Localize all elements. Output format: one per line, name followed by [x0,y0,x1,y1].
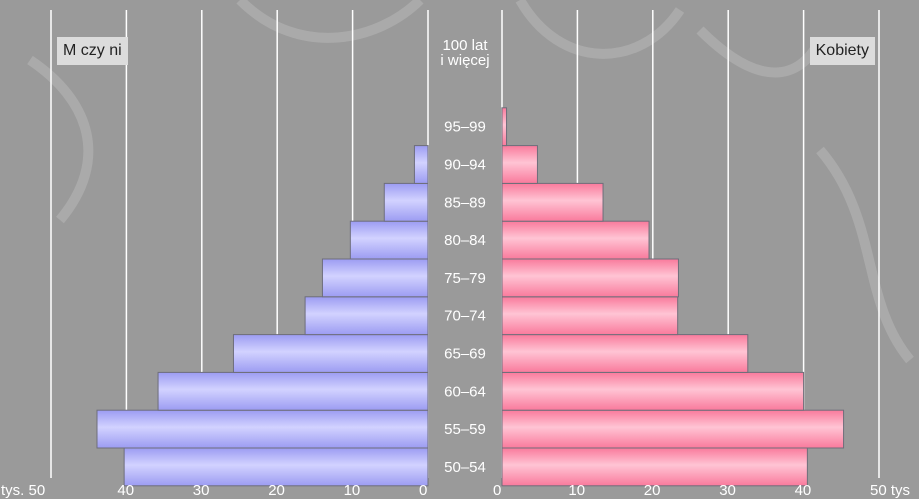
tick-right-0: 0 [493,482,501,499]
tick-right-5: 50 tys [870,482,910,499]
bar-right-9 [501,107,508,147]
bar-right-7 [501,182,604,222]
age-labels: 50–54 55–59 60–64 65–69 70–74 75–79 80–84 85–89… [440,37,489,476]
age-label-5: 75–79 [444,270,486,287]
age-label-9: 95–99 [444,119,486,136]
age-label-7: 85–89 [444,194,486,211]
bar-left-1 [96,409,429,449]
age-label-4: 70–74 [444,308,486,325]
tick-left-5: 0 [419,482,427,499]
tick-right-1: 10 [568,482,585,499]
legend-men: M czy ni [57,37,128,65]
tick-left-1: 40 [117,482,134,499]
bar-right-8 [501,145,538,184]
tick-left-3: 20 [268,482,285,499]
bars-group [96,107,845,487]
bar-right-4 [501,296,679,336]
bar-left-5 [321,258,429,298]
bar-left-8 [413,145,429,184]
bar-left-2 [157,371,429,411]
bar-right-2 [501,371,805,411]
age-label-3: 65–69 [444,346,486,363]
age-label-0: 50–54 [444,459,486,476]
tick-left-4: 10 [344,482,361,499]
bar-left-4 [304,296,429,336]
age-label-1: 55–59 [444,421,486,438]
bar-right-6 [501,220,650,260]
legend-women: Kobiety [809,37,875,65]
bar-left-6 [349,220,429,260]
age-label-8: 90–94 [444,157,486,174]
tick-left-2: 30 [193,482,210,499]
tick-right-2: 20 [644,482,661,499]
bar-left-3 [232,334,429,373]
tick-left-0: tys. 50 [1,482,45,499]
bar-right-3 [501,334,749,373]
bar-right-0 [501,447,808,487]
age-label-6: 80–84 [444,232,486,249]
tick-right-3: 30 [719,482,736,499]
bar-left-7 [383,182,429,222]
age-label-2: 60–64 [444,383,486,400]
age-label-top: 100 lat i więcej [440,37,489,69]
tick-right-4: 40 [795,482,812,499]
bar-right-5 [501,258,679,298]
bar-right-1 [501,409,845,449]
tick-labels: tys. 50 40 30 20 10 0 0 10 20 30 40 50 tys [1,482,910,499]
bar-left-0 [123,447,429,487]
